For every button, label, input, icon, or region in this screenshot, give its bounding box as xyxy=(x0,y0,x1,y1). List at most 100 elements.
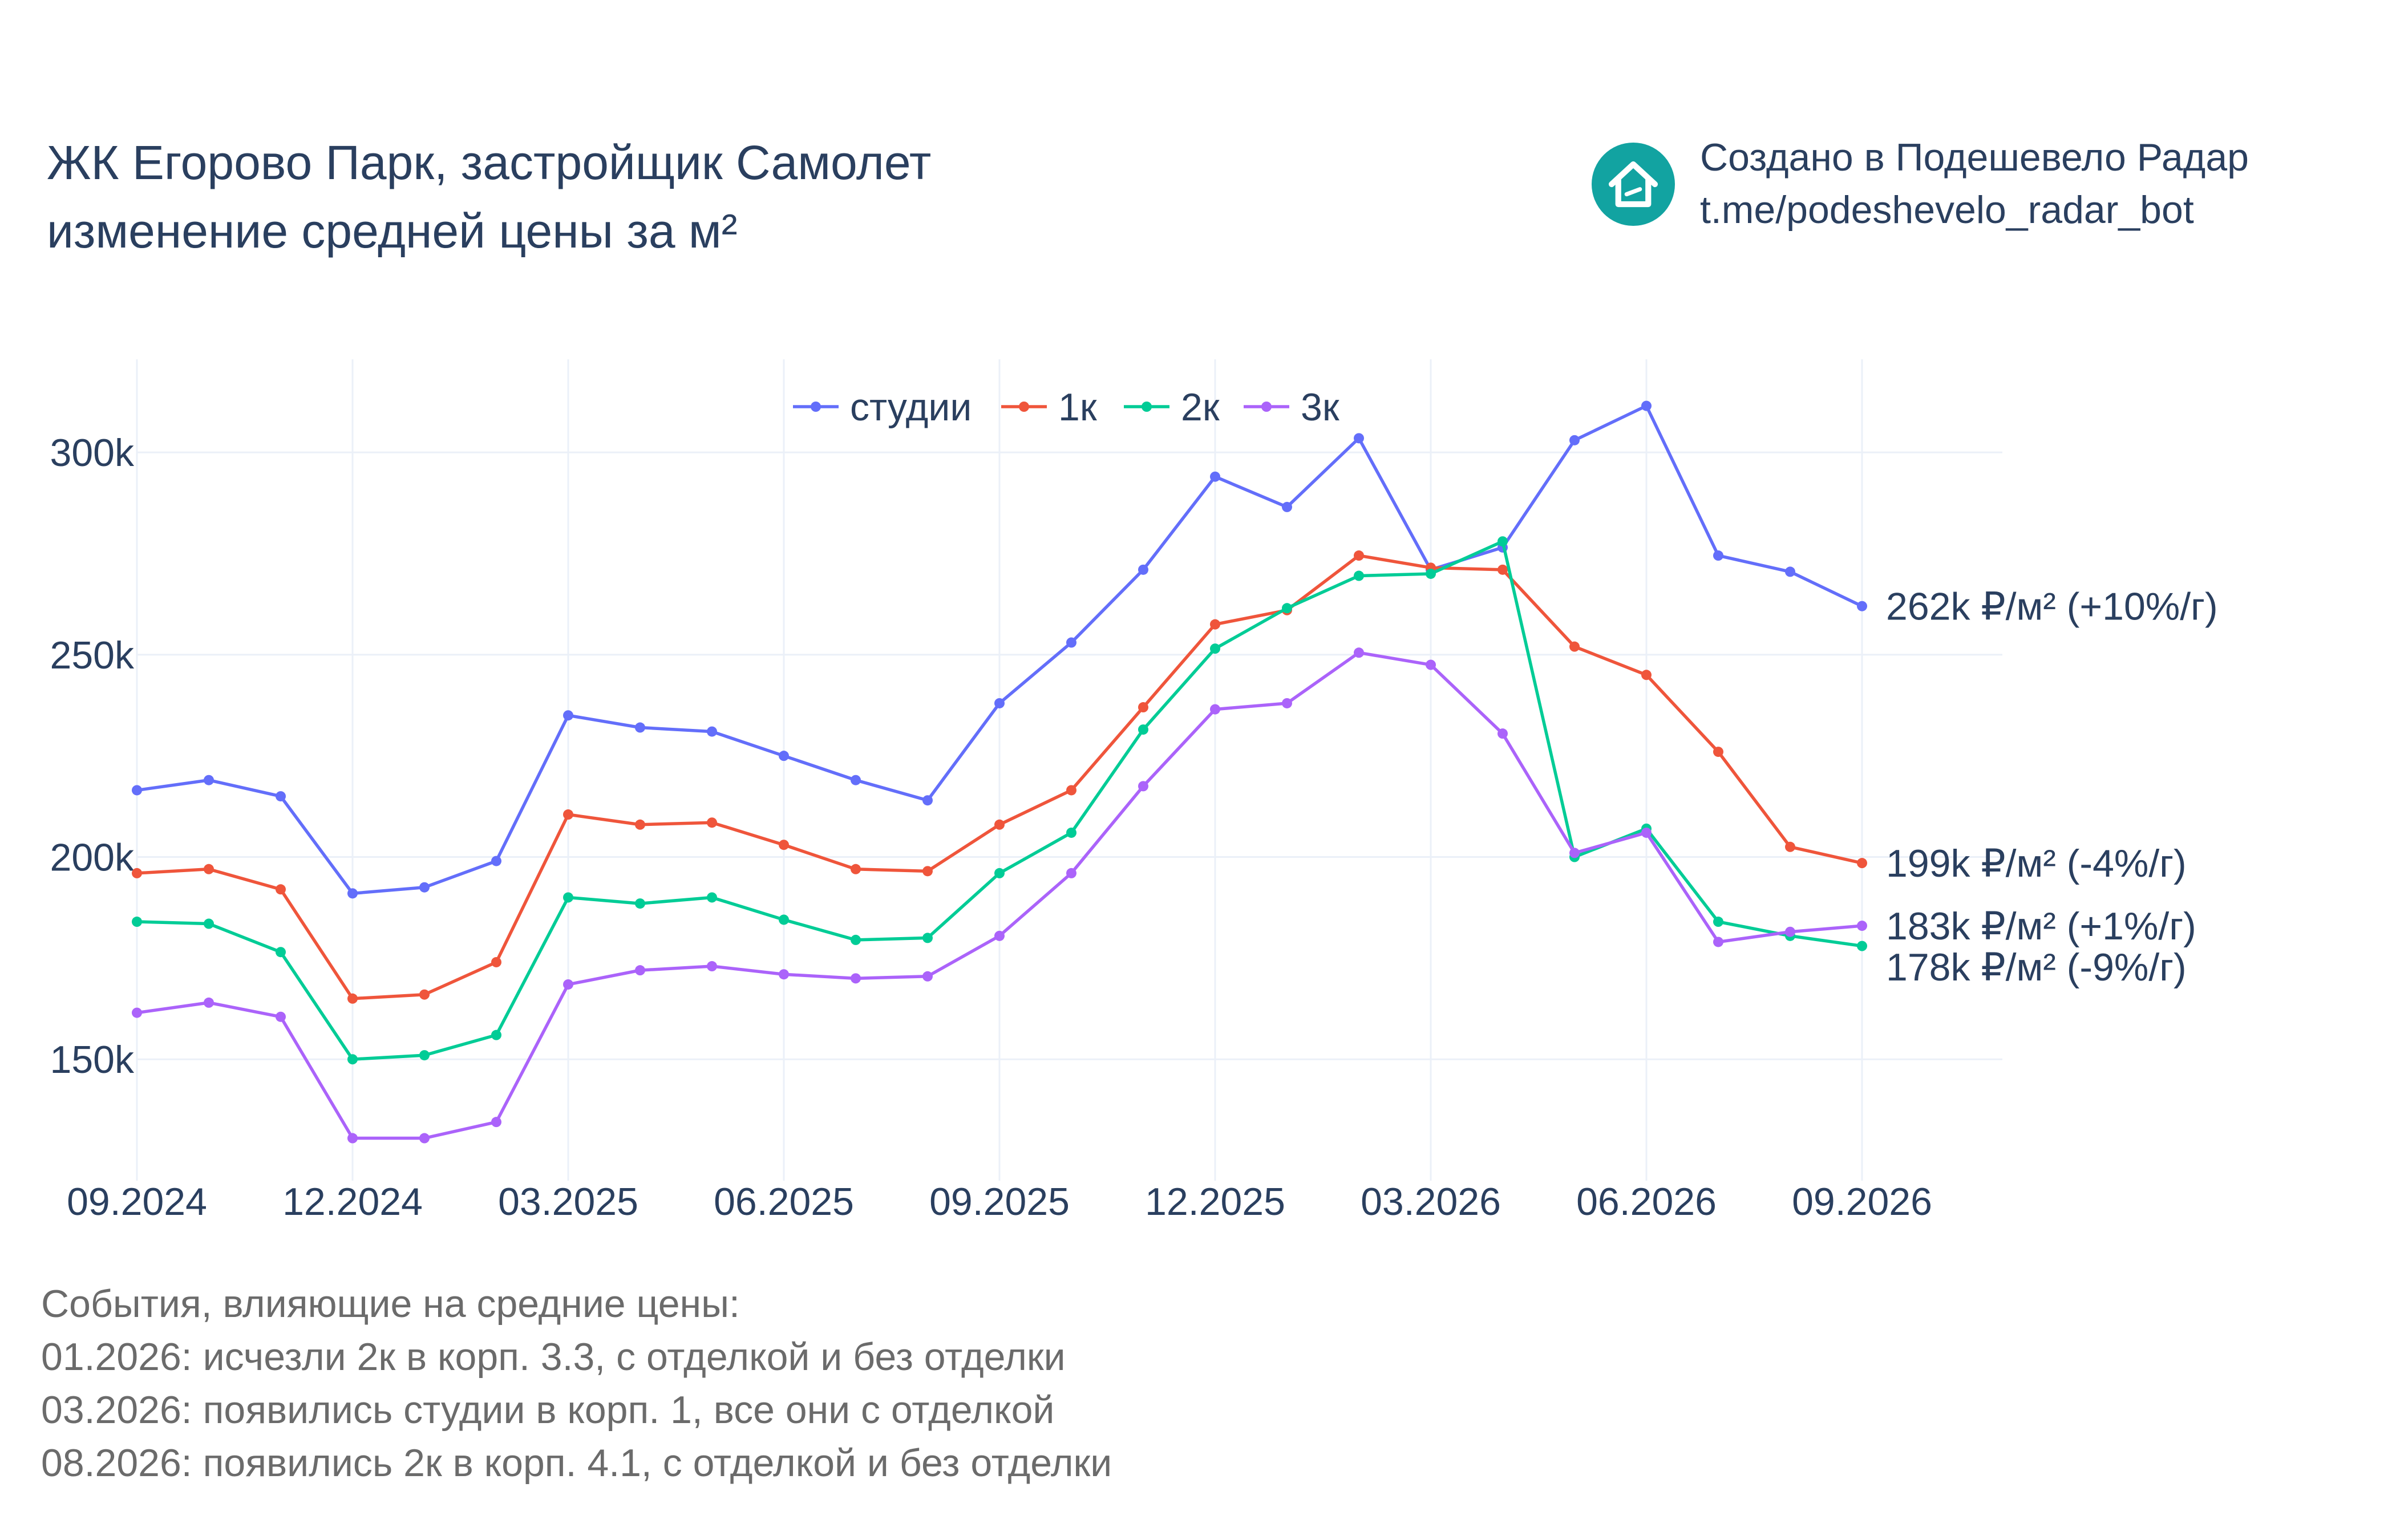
data-point xyxy=(851,934,861,945)
data-point xyxy=(1138,702,1148,713)
data-point xyxy=(1426,659,1436,670)
data-point xyxy=(1713,937,1723,947)
data-point xyxy=(1569,848,1580,858)
data-point xyxy=(1354,433,1364,444)
data-point xyxy=(994,819,1005,830)
data-point xyxy=(994,930,1005,941)
data-point xyxy=(132,917,142,927)
data-point xyxy=(1066,637,1076,648)
series-end-label: 199k ₽/м² (-4%/г) xyxy=(1886,842,2187,885)
x-tick-label: 03.2025 xyxy=(498,1180,638,1223)
data-point xyxy=(1210,619,1220,630)
data-point xyxy=(1354,550,1364,561)
house-icon xyxy=(1592,143,1675,226)
x-tick-label: 12.2024 xyxy=(282,1180,423,1223)
data-point xyxy=(1498,536,1508,547)
data-point xyxy=(491,1117,501,1128)
data-point xyxy=(707,726,717,737)
data-point xyxy=(1138,724,1148,735)
chart-title: ЖК Егорово Парк, застройщик Самолет изме… xyxy=(47,128,931,265)
data-point xyxy=(1426,568,1436,579)
data-point xyxy=(563,979,573,990)
data-point xyxy=(1857,858,1867,869)
data-point xyxy=(1138,781,1148,792)
legend-marker xyxy=(811,402,821,412)
data-point xyxy=(779,840,789,850)
data-point xyxy=(1785,841,1795,852)
data-point xyxy=(1713,917,1723,927)
data-point xyxy=(707,817,717,828)
x-tick-label: 06.2026 xyxy=(1576,1180,1717,1223)
series-end-label: 262k ₽/м² (+10%/г) xyxy=(1886,585,2218,629)
data-point xyxy=(922,933,933,943)
data-point xyxy=(1857,601,1867,611)
data-point xyxy=(1210,643,1220,654)
x-tick-label: 03.2026 xyxy=(1361,1180,1501,1223)
data-point xyxy=(635,819,645,830)
x-tick-label: 12.2025 xyxy=(1145,1180,1285,1223)
data-point xyxy=(707,892,717,903)
data-point xyxy=(707,961,717,972)
data-point xyxy=(347,1133,358,1144)
data-point xyxy=(563,892,573,903)
series-end-label: 178k ₽/м² (-9%/г) xyxy=(1886,946,2187,989)
data-point xyxy=(419,989,430,1000)
data-point xyxy=(1282,501,1292,512)
chart-title-line2: изменение средней цены за м² xyxy=(47,204,738,258)
brand-link[interactable]: t.me/podeshevelo_radar_bot xyxy=(1700,188,2194,232)
data-point xyxy=(419,1133,430,1144)
data-point xyxy=(1066,785,1076,796)
data-point xyxy=(1066,827,1076,838)
data-point xyxy=(1569,435,1580,445)
data-point xyxy=(1354,570,1364,581)
data-point xyxy=(635,898,645,909)
data-point xyxy=(1641,400,1652,411)
data-point xyxy=(851,864,861,874)
data-point xyxy=(1641,827,1652,838)
data-point xyxy=(779,969,789,980)
x-tick-label: 06.2025 xyxy=(714,1180,854,1223)
brand-credit: Создано в Подешевело Радар t.me/podeshev… xyxy=(1700,131,2249,236)
data-point xyxy=(1210,704,1220,715)
data-point xyxy=(419,1050,430,1061)
data-point xyxy=(1138,564,1148,575)
data-point xyxy=(779,914,789,925)
legend-label: студии xyxy=(850,386,972,429)
y-tick-label: 250k xyxy=(50,634,135,677)
data-point xyxy=(1498,564,1508,575)
data-point xyxy=(276,791,286,802)
legend-marker xyxy=(1019,402,1029,412)
data-point xyxy=(204,775,214,785)
data-point xyxy=(1785,926,1795,937)
data-point xyxy=(204,918,214,929)
events-note: События, влияющие на средние цены: 01.20… xyxy=(41,1278,1112,1490)
y-tick-label: 150k xyxy=(50,1038,135,1081)
data-point xyxy=(1066,868,1076,878)
data-point xyxy=(922,795,933,806)
y-tick-label: 300k xyxy=(50,431,135,475)
event-item: 08.2026: появились 2к в корп. 4.1, с отд… xyxy=(41,1441,1112,1485)
series-end-label: 183k ₽/м² (+1%/г) xyxy=(1886,905,2196,948)
data-point xyxy=(1282,603,1292,614)
data-point xyxy=(1641,670,1652,680)
x-tick-label: 09.2026 xyxy=(1792,1180,1932,1223)
chart-title-line1: ЖК Егорово Парк, застройщик Самолет xyxy=(47,136,932,189)
data-point xyxy=(1282,698,1292,708)
data-point xyxy=(347,888,358,899)
data-point xyxy=(635,965,645,976)
legend-marker xyxy=(1142,402,1152,412)
data-point xyxy=(1713,550,1723,561)
events-heading: События, влияющие на средние цены: xyxy=(41,1282,740,1326)
data-point xyxy=(347,1054,358,1065)
data-point xyxy=(204,864,214,874)
data-point xyxy=(1713,747,1723,757)
data-point xyxy=(1210,471,1220,482)
data-point xyxy=(635,722,645,733)
x-tick-label: 09.2025 xyxy=(929,1180,1070,1223)
data-point xyxy=(491,957,501,967)
legend-label: 3к xyxy=(1301,386,1340,429)
data-point xyxy=(563,809,573,820)
brand-line1: Создано в Подешевело Радар xyxy=(1700,136,2249,179)
data-point xyxy=(491,856,501,866)
